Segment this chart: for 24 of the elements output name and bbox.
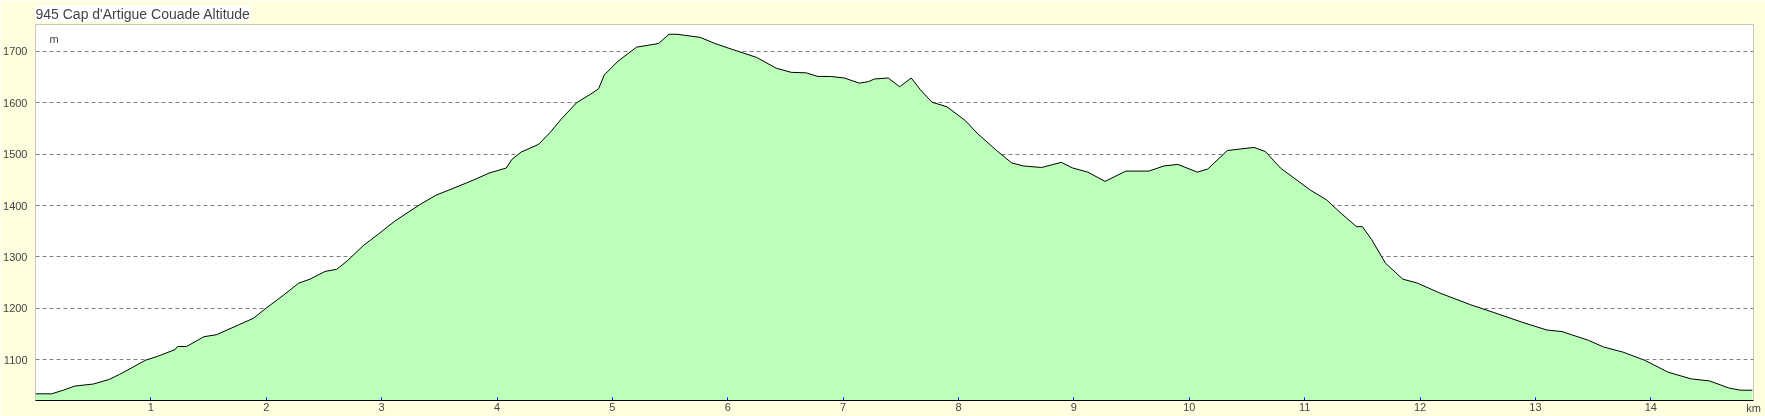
x-tick-label: 4 — [493, 400, 501, 413]
x-tick-label: 3 — [378, 400, 385, 413]
x-tick-label: 13 — [1529, 400, 1542, 413]
x-tick-label: 1 — [147, 400, 154, 413]
x-tick-label: 6 — [724, 400, 731, 413]
y-tick-label: 1200 — [3, 302, 28, 315]
x-tick-label: 10 — [1183, 400, 1196, 413]
x-tick-label: 11 — [1298, 400, 1311, 413]
y-tick-label: 1600 — [3, 96, 28, 109]
x-axis-title: km — [1746, 401, 1761, 414]
chart-title: 945 Cap d'Artigue Couade Altitude — [35, 5, 251, 22]
x-tick-label: 12 — [1413, 400, 1427, 413]
y-tick-label: 1500 — [3, 148, 28, 161]
y-axis-title: m — [49, 32, 59, 45]
y-tick-label: 1700 — [3, 45, 28, 58]
x-tick-label: 7 — [840, 400, 847, 413]
x-tick-label: 14 — [1644, 400, 1657, 413]
x-tick-label: 5 — [609, 400, 616, 413]
x-tick-label: 9 — [1070, 400, 1077, 413]
x-tick-label: 2 — [263, 400, 270, 413]
y-tick-label: 1100 — [3, 353, 28, 366]
y-tick-label: 1400 — [3, 199, 28, 212]
x-tick-label: 8 — [955, 400, 962, 413]
y-tick-label: 1300 — [3, 250, 28, 263]
